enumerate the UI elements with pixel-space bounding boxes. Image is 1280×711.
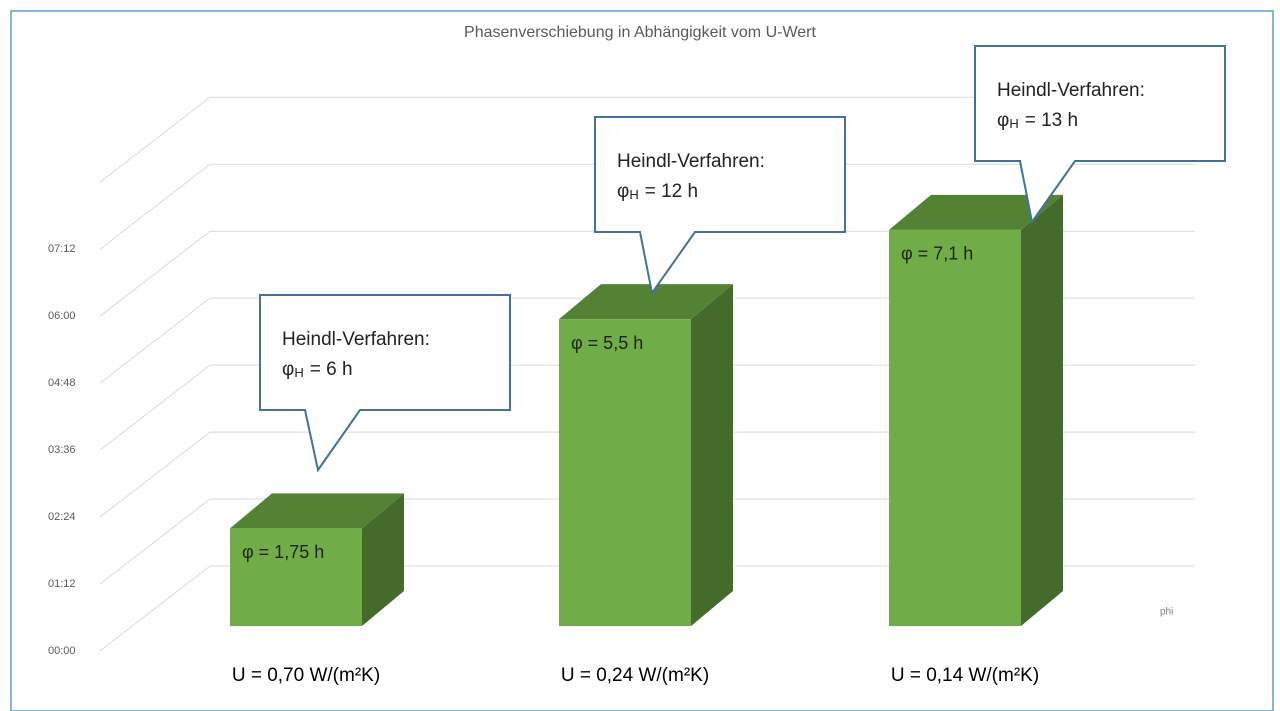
bar-side: [1021, 194, 1063, 626]
bar-top: [559, 284, 733, 320]
grid-line: [99, 498, 1195, 585]
bar-top: [889, 194, 1063, 230]
x-tick-label: U = 0,24 W/(m²K): [561, 665, 709, 686]
callout-subscript: H: [1009, 116, 1018, 131]
callout-value: φH = 6 h: [282, 359, 353, 380]
y-tick-label: 07:12: [48, 243, 76, 255]
bar: [559, 319, 691, 626]
callout-text: = 13 h: [1025, 110, 1078, 131]
legend-entry: phi: [1160, 607, 1173, 618]
x-tick-label: U = 0,70 W/(m²K): [232, 665, 380, 686]
grid-line: [99, 163, 1195, 250]
bar: [230, 528, 362, 626]
x-tick-label: U = 0,14 W/(m²K): [891, 665, 1039, 686]
grid-line: [99, 565, 1195, 652]
y-tick-label: 03:36: [48, 444, 76, 456]
callout-title: Heindl-Verfahren:: [617, 151, 765, 172]
callout-box: [974, 45, 1226, 225]
y-tick-label: 01:12: [48, 578, 76, 590]
callout-symbol: φ: [617, 181, 629, 202]
chart-title: Phasenverschiebung in Abhängigkeit vom U…: [464, 24, 816, 41]
y-tick-label: 04:48: [48, 377, 76, 389]
data-label: φ = 5,5 h: [571, 333, 643, 353]
callout-symbol: φ: [282, 359, 294, 380]
callout-subscript: H: [629, 187, 638, 202]
data-label: φ = 1,75 h: [242, 542, 324, 562]
callout-title: Heindl-Verfahren:: [282, 329, 430, 350]
y-tick-label: 00:00: [48, 645, 76, 657]
y-tick-label: 02:24: [48, 511, 76, 523]
callout-value: φH = 12 h: [617, 181, 698, 202]
bar-top: [230, 493, 404, 529]
bar: [889, 229, 1021, 626]
grid-line: [99, 364, 1195, 451]
grid-line: [99, 96, 1195, 183]
callout-text: = 12 h: [645, 181, 698, 202]
callout-symbol: φ: [997, 110, 1009, 131]
bar-side: [362, 493, 404, 626]
callout-box: [594, 116, 846, 296]
grid-line: [99, 431, 1195, 518]
grid-line: [99, 230, 1195, 317]
callout-text: = 6 h: [310, 359, 353, 380]
grid-line: [99, 297, 1195, 384]
callout-subscript: H: [294, 365, 303, 380]
callout-value: φH = 13 h: [997, 110, 1078, 131]
data-label: φ = 7,1 h: [901, 244, 973, 264]
y-tick-label: 06:00: [48, 310, 76, 322]
bar-side: [691, 284, 733, 626]
callout-title: Heindl-Verfahren:: [997, 80, 1145, 101]
callout-box: [259, 294, 511, 473]
